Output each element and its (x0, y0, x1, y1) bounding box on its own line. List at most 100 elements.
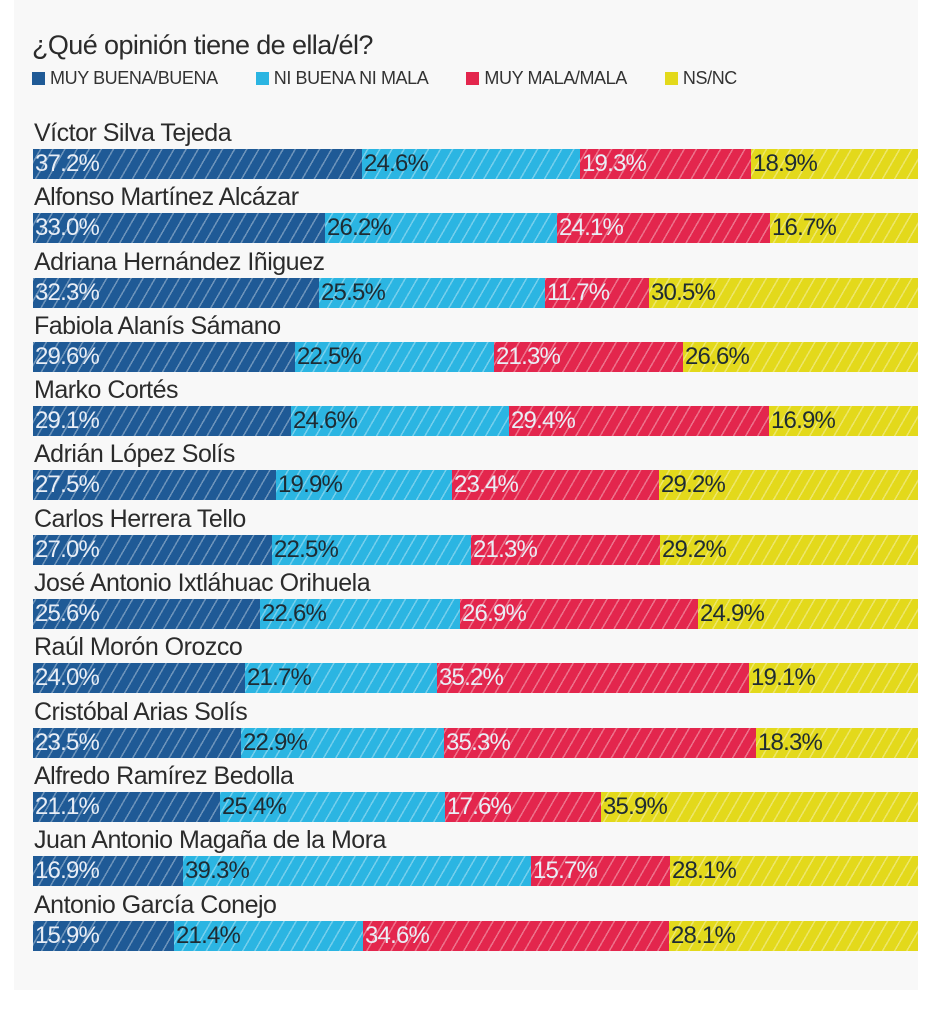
stacked-bar: 27.5% 19.9% 23.4% 29.2% (33, 470, 918, 501)
bar-segment-ni-buena-ni-mala: 39.3% (183, 856, 531, 887)
stacked-bar: 29.6% 22.5% 21.3% 26.6% (33, 341, 918, 372)
bar-segment-muy-mala-mala: 21.3% (471, 534, 660, 565)
legend-item-muy-mala-mala: MUY MALA/MALA (466, 68, 627, 89)
legend-swatch-ni-buena-ni-mala (255, 72, 269, 85)
legend-label: NI BUENA NI MALA (273, 68, 429, 88)
data-label: 26.2% (327, 214, 392, 242)
stacked-bar: 37.2% 24.6% 19.3% 18.9% (33, 149, 918, 179)
bar-segment-muy-mala-mala: 24.1% (557, 213, 770, 244)
bar-segment-ni-buena-ni-mala: 21.4% (174, 920, 363, 951)
bar-segment-ns-nc: 29.2% (659, 470, 918, 501)
data-label: 21.3% (496, 342, 561, 370)
data-label: 29.2% (662, 535, 727, 563)
bar-segment-ns-nc: 28.1% (670, 856, 918, 887)
bar-segment-muy-mala-mala: 11.7% (545, 277, 649, 308)
legend-label: MUY BUENA/BUENA (50, 68, 218, 88)
data-label: 21.7% (247, 664, 312, 692)
bar-segment-muy-buena-buena: 33.0% (33, 213, 325, 244)
data-label: 25.5% (321, 278, 386, 306)
category-label: Antonio García Conejo (34, 890, 277, 919)
bar-segment-muy-mala-mala: 34.6% (363, 920, 669, 951)
chart-title: ¿Qué opinión tiene de ella/él? (32, 30, 373, 60)
data-label: 21.4% (176, 921, 241, 949)
data-label: 16.9% (771, 407, 836, 435)
chart-row: Antonio García Conejo 15.9% 21.4% 34.6% 28.1… (33, 889, 918, 953)
category-label: Fabiola Alanís Sámano (34, 311, 281, 340)
data-label: 24.0% (35, 664, 100, 692)
stacked-bar: 21.1% 25.4% 17.6% 35.9% (33, 791, 918, 822)
bar-segment-ni-buena-ni-mala: 19.9% (276, 470, 452, 501)
bar-segment-ns-nc: 18.3% (756, 727, 918, 758)
data-label: 22.9% (243, 728, 308, 756)
category-label: Adrián López Solís (34, 440, 235, 469)
chart-row: Cristóbal Arias Solís 23.5% 22.9% 35.3% 18.3… (33, 696, 918, 760)
data-label: 28.1% (671, 921, 736, 949)
bar-segment-ni-buena-ni-mala: 24.6% (362, 149, 580, 179)
bar-segment-ns-nc: 24.9% (698, 599, 918, 630)
data-label: 26.6% (685, 342, 750, 370)
data-label: 35.9% (603, 792, 668, 820)
bar-segment-muy-buena-buena: 27.0% (33, 534, 272, 565)
legend-label: NS/NC (682, 68, 737, 88)
data-label: 18.3% (758, 728, 823, 756)
bar-segment-ns-nc: 35.9% (601, 791, 918, 822)
category-label: Marko Cortés (34, 376, 179, 405)
bar-segment-ns-nc: 19.1% (749, 663, 918, 694)
data-label: 16.9% (35, 857, 100, 885)
data-label: 16.7% (772, 214, 837, 242)
category-label: Alfredo Ramírez Bedolla (34, 761, 294, 790)
bar-segment-ni-buena-ni-mala: 22.9% (241, 727, 444, 758)
bar-segment-muy-buena-buena: 21.1% (33, 791, 220, 822)
chart-row: Fabiola Alanís Sámano 29.6% 22.5% 21.3% 26.6… (33, 310, 918, 374)
bar-segment-muy-mala-mala: 23.4% (452, 470, 659, 501)
data-label: 33.0% (35, 214, 100, 242)
data-label: 25.6% (35, 600, 100, 628)
category-label: Cristóbal Arias Solís (34, 697, 248, 726)
chart-row: José Antonio Ixtláhuac Orihuela 25.6% 22.6… (33, 567, 918, 631)
bar-segment-ni-buena-ni-mala: 24.6% (291, 406, 509, 437)
bar-segment-ni-buena-ni-mala: 25.5% (319, 277, 545, 308)
data-label: 32.3% (35, 278, 100, 306)
data-label: 34.6% (365, 921, 430, 949)
legend-swatch-ns-nc (664, 72, 678, 85)
bar-segment-ns-nc: 18.9% (751, 149, 918, 179)
chart-row: Marko Cortés 29.1% 24.6% 29.4% 16.9% (33, 374, 918, 438)
stacked-bar-rows: Víctor Silva Tejeda 37.2% 24.6% 19.3% 18.9% A… (33, 117, 918, 953)
data-label: 23.5% (35, 728, 100, 756)
bar-segment-ni-buena-ni-mala: 21.7% (245, 663, 437, 694)
stacked-bar: 23.5% 22.9% 35.3% 18.3% (33, 727, 918, 758)
category-label: Carlos Herrera Tello (34, 504, 246, 533)
bar-segment-ns-nc: 28.1% (669, 920, 918, 951)
data-label: 22.6% (262, 600, 327, 628)
legend: MUY BUENA/BUENA NI BUENA NI MALA MUY MAL… (32, 68, 775, 89)
bar-segment-muy-mala-mala: 29.4% (509, 406, 769, 437)
bar-segment-ns-nc: 16.7% (770, 213, 918, 244)
bar-segment-muy-buena-buena: 29.1% (33, 406, 291, 437)
chart-row: Carlos Herrera Tello 27.0% 22.5% 21.3% 29.2% (33, 503, 918, 567)
data-label: 29.4% (511, 407, 576, 435)
stacked-bar: 16.9% 39.3% 15.7% 28.1% (33, 856, 918, 887)
data-label: 35.3% (446, 728, 511, 756)
legend-swatch-muy-buena-buena (32, 72, 45, 85)
legend-label: MUY MALA/MALA (484, 68, 627, 88)
bar-segment-ni-buena-ni-mala: 22.6% (260, 599, 460, 630)
data-label: 23.4% (454, 471, 519, 499)
data-label: 21.3% (473, 535, 538, 563)
bar-segment-ni-buena-ni-mala: 22.5% (295, 341, 494, 372)
bar-segment-ns-nc: 26.6% (683, 341, 918, 372)
category-label: Raúl Morón Orozco (34, 633, 243, 662)
bar-segment-ns-nc: 16.9% (769, 406, 918, 437)
data-label: 30.5% (651, 278, 716, 306)
legend-item-ns-nc: NS/NC (664, 68, 737, 89)
category-label: Adriana Hernández Iñiguez (34, 247, 325, 276)
data-label: 24.9% (700, 600, 765, 628)
stacked-bar: 24.0% 21.7% 35.2% 19.1% (33, 663, 918, 694)
data-label: 29.1% (35, 407, 100, 435)
bar-segment-muy-mala-mala: 26.9% (460, 599, 698, 630)
bar-segment-muy-mala-mala: 15.7% (531, 856, 670, 887)
data-label: 22.5% (297, 342, 362, 370)
data-label: 35.2% (439, 664, 504, 692)
bar-segment-muy-buena-buena: 16.9% (33, 856, 183, 887)
bar-segment-muy-buena-buena: 24.0% (33, 663, 245, 694)
bar-segment-muy-buena-buena: 15.9% (33, 920, 174, 951)
